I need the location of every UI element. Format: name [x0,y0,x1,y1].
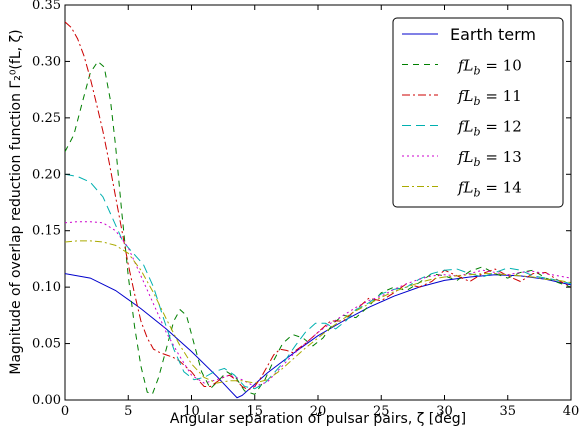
x-tick-label: 35 [499,404,516,419]
x-axis-ticks: 0 5 10 15 20 25 30 35 40 [61,5,579,419]
y-axis-ticks: 0.00 0.05 0.10 0.15 0.20 0.25 0.30 0.35 [32,0,571,408]
x-tick-label: 30 [436,404,453,419]
series-line-4 [65,221,571,388]
y-tick-label: 0.00 [32,393,61,408]
x-tick-label: 10 [183,404,200,419]
legend: Earth term fLb = 10 fLb = 11 fLb = 12 fLb = … [392,17,564,208]
y-tick-label: 0.10 [32,280,61,295]
x-tick-label: 15 [246,404,263,419]
series-line-5 [65,240,571,384]
y-tick-label: 0.15 [32,224,61,239]
x-tick-label: 20 [310,404,327,419]
y-tick-label: 0.25 [32,111,61,126]
x-tick-label: 25 [373,404,390,419]
x-axis-label: Angular separation of pulsar pairs, ζ [d… [170,411,466,427]
y-tick-label: 0.20 [32,167,61,182]
series-line-1 [65,60,571,396]
x-tick-label: 0 [61,404,69,419]
y-tick-label: 0.05 [32,337,61,352]
series-line-3 [65,173,571,390]
legend-label-0: Earth term [450,25,536,44]
legend-label-4: fLb = 13 [457,148,522,169]
series-layer [65,21,571,399]
x-tick-label: 5 [124,404,132,419]
legend-label-3: fLb = 12 [457,118,522,139]
legend-box [392,17,564,208]
legend-label-5: fLb = 14 [457,179,522,200]
y-axis-label: Magnitude of overlap reduction function … [8,29,24,374]
legend-label-1: fLb = 10 [457,57,522,78]
y-tick-label: 0.30 [32,54,61,69]
series-line-2 [65,21,571,391]
legend-label-2: fLb = 11 [457,87,522,108]
x-tick-label: 40 [563,404,579,419]
y-tick-label: 0.35 [32,0,61,13]
series-line-0 [65,273,571,399]
